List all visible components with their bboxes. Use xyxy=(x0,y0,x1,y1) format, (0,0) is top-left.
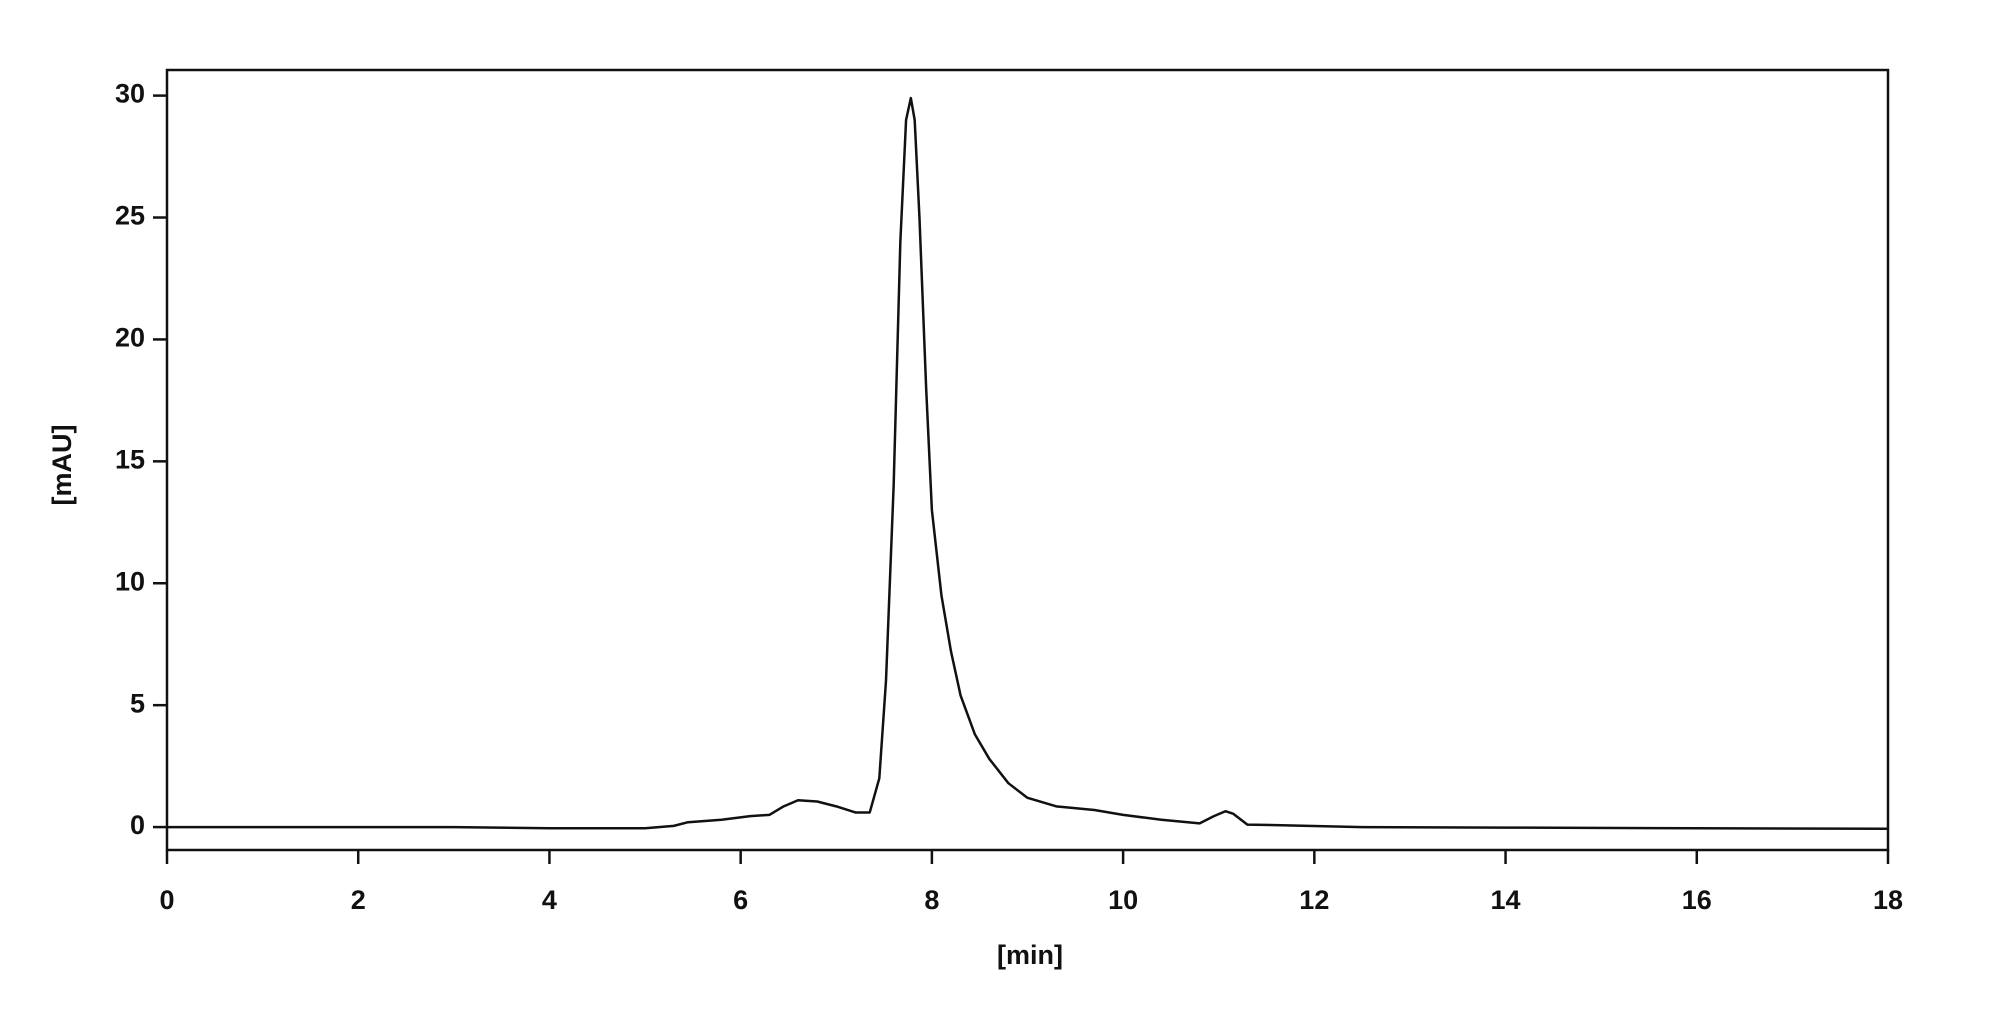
plot-frame xyxy=(165,68,1890,852)
y-tick-label: 0 xyxy=(130,810,145,840)
x-tick-label: 6 xyxy=(733,885,748,915)
x-tick-label: 16 xyxy=(1682,885,1712,915)
x-tick-label: 8 xyxy=(924,885,939,915)
trace xyxy=(167,96,1889,831)
x-tick-label: 12 xyxy=(1299,885,1329,915)
y-tick-label: 30 xyxy=(115,79,145,109)
x-tick-label: 4 xyxy=(542,885,557,915)
y-tick-label: 25 xyxy=(115,201,145,231)
y-axis-label: [mAU] xyxy=(47,425,77,506)
y-tick-label: 10 xyxy=(115,566,145,596)
y-tick-label: 5 xyxy=(130,688,145,718)
y-tick-label: 20 xyxy=(115,323,145,353)
x-tick-label: 2 xyxy=(351,885,366,915)
x-axis-label: [min] xyxy=(997,940,1063,970)
y-tick-label: 15 xyxy=(115,444,145,474)
x-tick-label: 18 xyxy=(1873,885,1903,915)
x-tick-label: 10 xyxy=(1108,885,1138,915)
x-tick-label: 0 xyxy=(159,885,174,915)
x-tick-label: 14 xyxy=(1491,885,1521,915)
